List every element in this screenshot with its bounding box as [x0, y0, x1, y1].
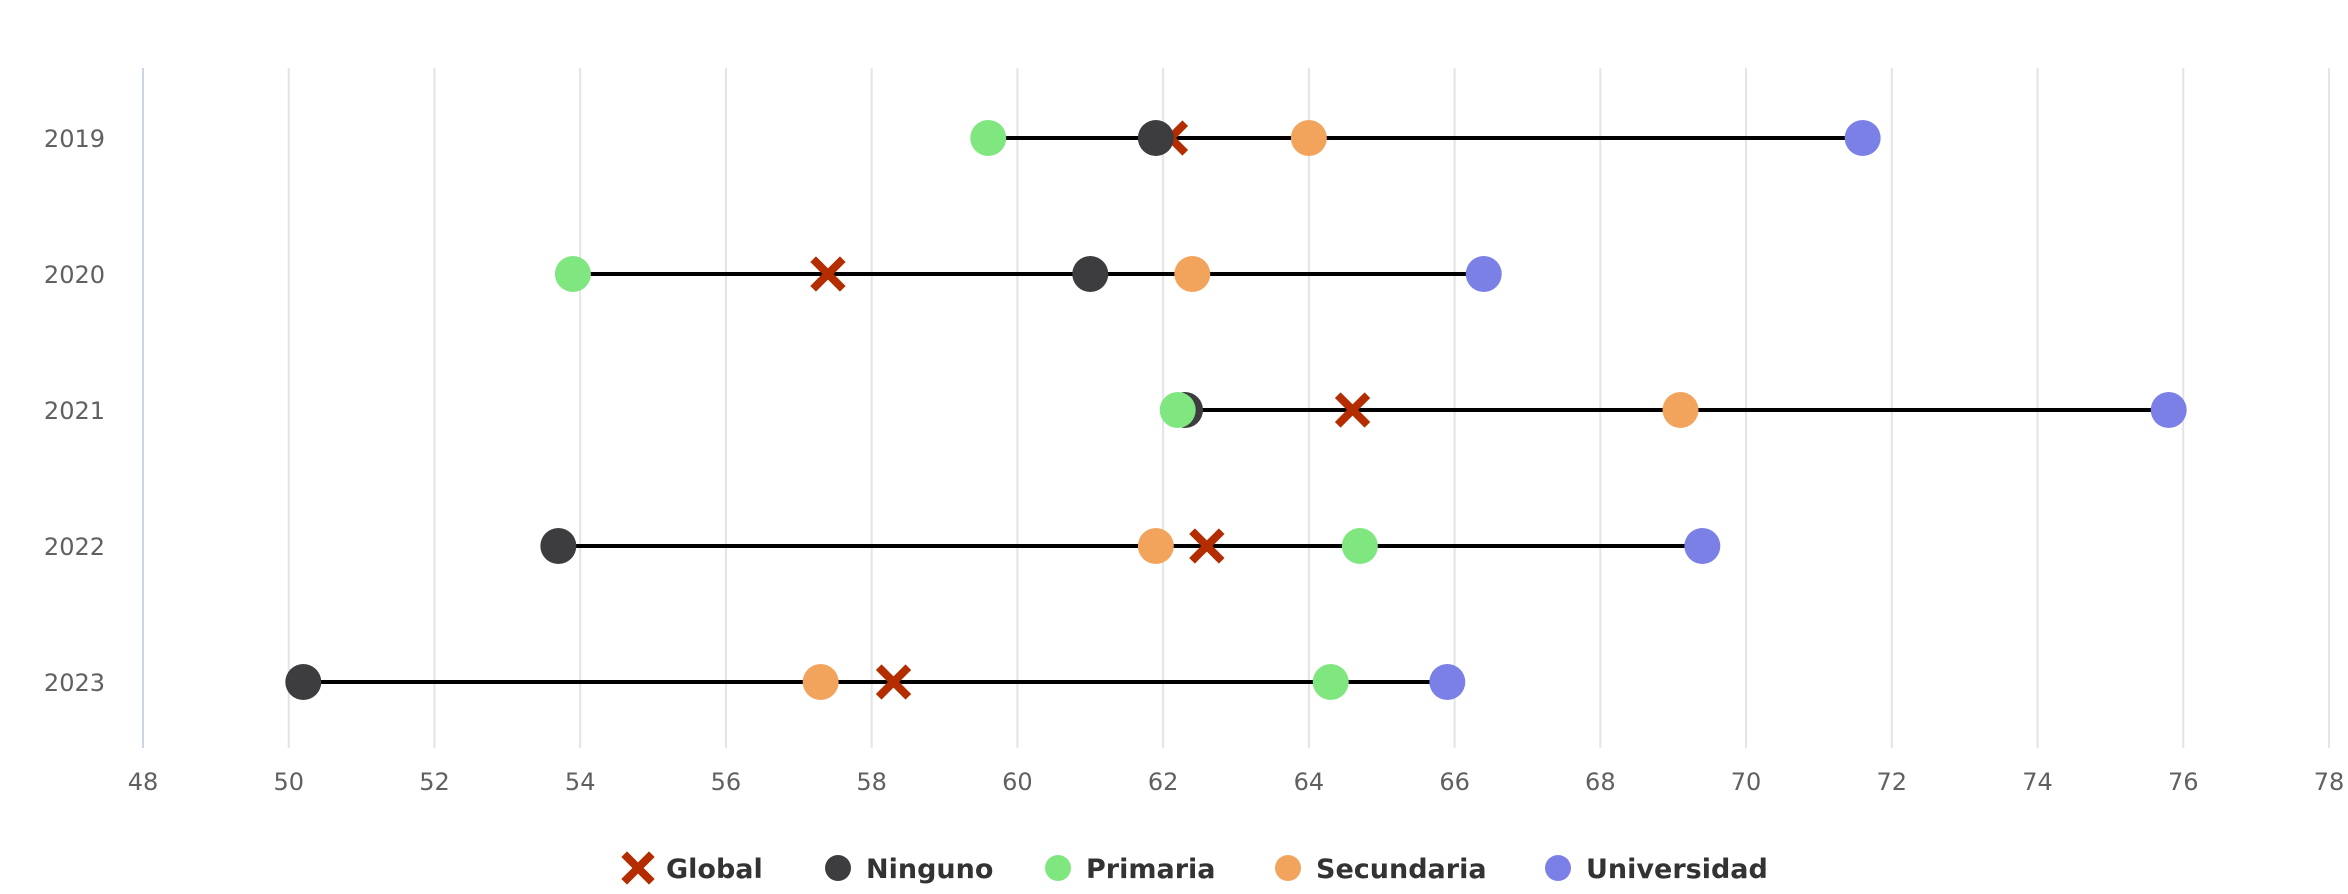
point-secundaria: [1662, 392, 1699, 428]
legend-label-global: Global: [666, 854, 763, 885]
point-secundaria: [1174, 256, 1211, 292]
legend-item-ninguno[interactable]: Ninguno: [825, 854, 993, 885]
point-primaria: [554, 256, 591, 292]
legend-label-ninguno: Ninguno: [866, 854, 993, 885]
x-tick-label: 72: [1877, 768, 1908, 796]
x-tick-label: 56: [711, 768, 742, 796]
point-primaria: [970, 120, 1007, 156]
point-universidad: [2150, 392, 2187, 428]
point-universidad: [1844, 120, 1881, 156]
point-ninguno: [540, 528, 577, 564]
legend: Global Ninguno Primaria Secundaria Universid…: [621, 851, 1768, 885]
x-tick-label: 54: [565, 768, 596, 796]
x-tick-label: 50: [273, 768, 304, 796]
x-tick-label: 78: [2314, 768, 2345, 796]
x-tick-label: 58: [856, 768, 887, 796]
x-tick-label: 68: [1585, 768, 1616, 796]
point-primaria: [1341, 528, 1378, 564]
legend-marker-primaria: [1045, 855, 1071, 881]
x-tick-label: 52: [419, 768, 450, 796]
point-ninguno: [285, 664, 322, 700]
x-tick-label: 60: [1002, 768, 1033, 796]
x-tick-label: 62: [1148, 768, 1179, 796]
x-tick-label: 66: [1439, 768, 1470, 796]
point-global: [1189, 528, 1225, 564]
data-points: [285, 120, 2187, 700]
point-ninguno: [1072, 256, 1109, 292]
legend-marker-universidad: [1545, 855, 1571, 881]
y-tick-label: 2022: [44, 533, 105, 561]
x-tick-label: 70: [1731, 768, 1762, 796]
axes: 48 50 52 54 56 58 60 62 64 66 68 70 72 74 76 78 2019 2020…: [44, 68, 2344, 796]
x-tick-label: 48: [128, 768, 159, 796]
point-global: [810, 256, 846, 292]
legend-item-secundaria[interactable]: Secundaria: [1275, 854, 1487, 885]
point-universidad: [1429, 664, 1466, 700]
point-global: [875, 664, 912, 700]
legend-marker-global: [621, 851, 655, 885]
x-tick-label: 74: [2022, 768, 2053, 796]
point-universidad: [1684, 528, 1721, 564]
legend-item-primaria[interactable]: Primaria: [1045, 854, 1216, 885]
y-tick-label: 2019: [44, 125, 105, 153]
point-secundaria: [1290, 120, 1327, 156]
legend-item-global[interactable]: Global: [621, 851, 763, 885]
point-primaria: [1312, 664, 1349, 700]
point-primaria: [1159, 392, 1196, 428]
point-universidad: [1465, 256, 1502, 292]
y-tick-label: 2021: [44, 397, 105, 425]
x-tick-label: 64: [1294, 768, 1325, 796]
legend-item-universidad[interactable]: Universidad: [1545, 854, 1768, 885]
point-global: [1334, 392, 1371, 428]
legend-marker-ninguno: [825, 855, 851, 881]
point-ninguno: [1137, 120, 1174, 156]
legend-label-primaria: Primaria: [1086, 854, 1216, 885]
legend-label-universidad: Universidad: [1586, 854, 1768, 885]
point-secundaria: [1137, 528, 1174, 564]
legend-label-secundaria: Secundaria: [1316, 854, 1487, 885]
legend-marker-secundaria: [1275, 855, 1301, 881]
point-secundaria: [802, 664, 839, 700]
y-tick-label: 2020: [44, 261, 105, 289]
range-lines: [303, 136, 2169, 684]
x-tick-label: 76: [2168, 768, 2199, 796]
y-tick-label: 2023: [44, 669, 105, 697]
